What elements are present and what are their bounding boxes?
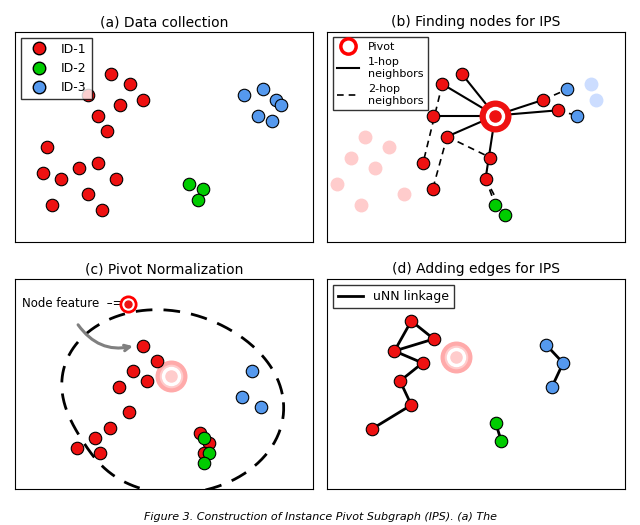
Legend: ID-1, ID-2, ID-3: ID-1, ID-2, ID-3 (21, 38, 92, 99)
Title: (b) Finding nodes for IPS: (b) Finding nodes for IPS (391, 15, 561, 29)
Legend: Pivot, 1-hop
neighbors, 2-hop
neighbors: Pivot, 1-hop neighbors, 2-hop neighbors (333, 37, 428, 110)
Text: Figure 3. Construction of Instance Pivot Subgraph (IPS). (a) The: Figure 3. Construction of Instance Pivot… (143, 512, 497, 522)
Text: Node feature  –=: Node feature –= (22, 297, 123, 310)
Legend: uNN linkage: uNN linkage (333, 285, 454, 308)
Title: (a) Data collection: (a) Data collection (100, 15, 228, 29)
Title: (c) Pivot Normalization: (c) Pivot Normalization (85, 262, 243, 277)
Title: (d) Adding edges for IPS: (d) Adding edges for IPS (392, 262, 560, 277)
